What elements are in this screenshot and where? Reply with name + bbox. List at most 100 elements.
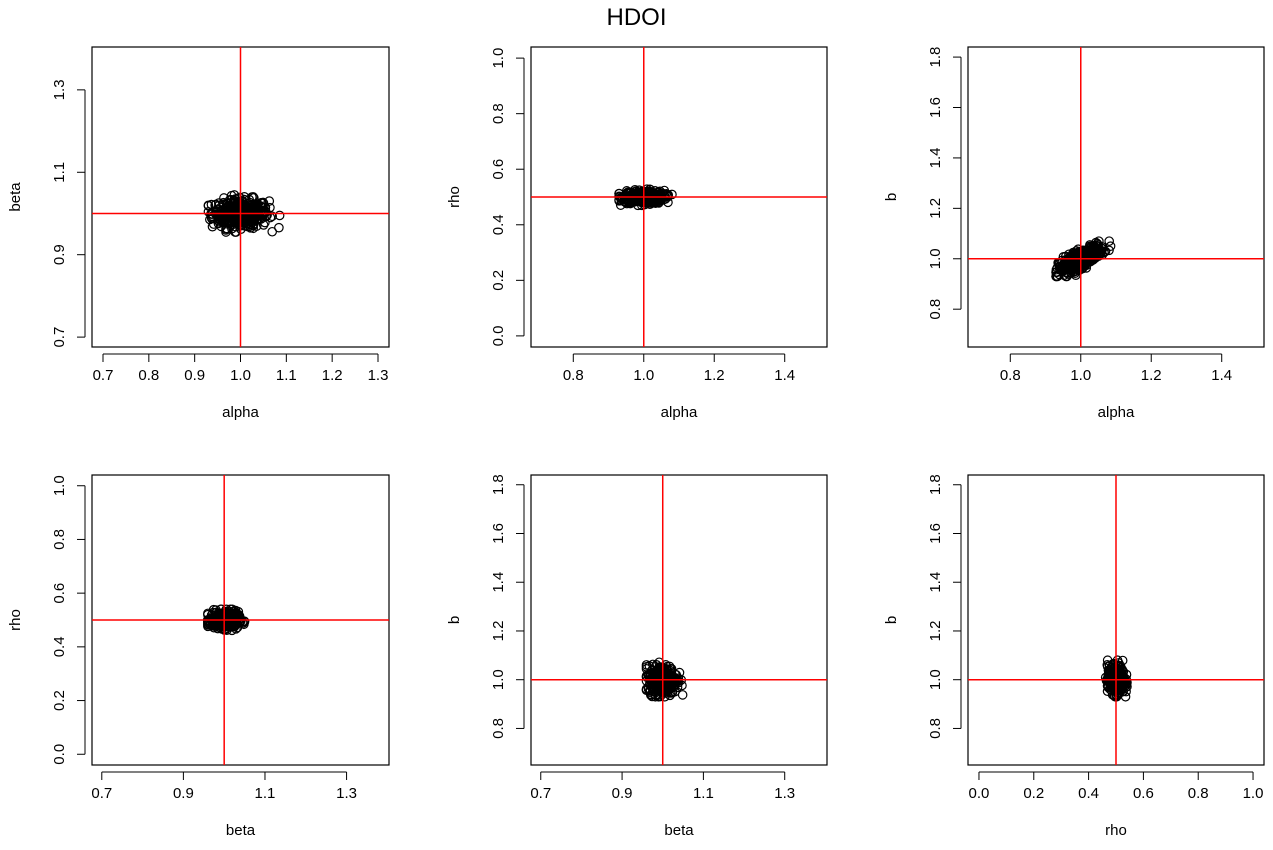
data-point [261, 211, 272, 221]
y-tick-label: 1.0 [927, 248, 944, 269]
y-tick-label: 1.4 [927, 572, 944, 593]
data-point [1117, 671, 1128, 682]
x-tick-label: 0.2 [1023, 785, 1044, 802]
x-tick-label: 0.7 [91, 785, 112, 802]
y-tick-label: 1.0 [51, 475, 68, 496]
y-tick-label: 0.8 [51, 529, 68, 550]
data-point [274, 210, 285, 221]
y-tick-label: 0.6 [51, 583, 68, 604]
data-point [1114, 685, 1124, 696]
y-tick-label: 1.6 [927, 97, 944, 118]
x-tick-label: 0.8 [138, 367, 159, 384]
panel-beta-vs-b: 0.7 0.9 1.1 1.3 0.8 1.0 1.2 1.4 1.6 1.8 beta b [446, 474, 828, 839]
y-tick-label: 1.0 [927, 669, 944, 690]
panel-alpha-vs-beta: 0.7 0.8 0.9 1.0 1.1 1.2 1.3 0.7 0.9 1.1 1.3 alpha be… [7, 46, 390, 421]
data-point [248, 220, 259, 231]
panel-rho-vs-b: 0.0 0.2 0.4 0.6 0.8 1.0 0.8 1.0 1.2 1.4 1.6 1.8 rho b [883, 474, 1265, 839]
data-point [664, 676, 674, 686]
panel-alpha-vs-b: 0.8 1.0 1.2 1.4 0.8 1.0 1.2 1.4 1.6 1.8 alpha b [883, 46, 1265, 421]
data-point [230, 227, 240, 237]
y-tick-label: 1.2 [490, 621, 507, 642]
x-tick-label: 0.9 [173, 785, 194, 802]
x-tick-label: 0.4 [1078, 785, 1099, 802]
figure-title: HDOI [606, 4, 667, 31]
data-point [1074, 265, 1085, 275]
data-point [641, 664, 652, 674]
y-axis-label: rho [446, 186, 463, 208]
data-point [1105, 676, 1116, 687]
data-point [244, 211, 255, 221]
x-tick-label: 0.0 [969, 785, 990, 802]
data-point [641, 660, 652, 670]
y-tick-label: 1.6 [927, 523, 944, 544]
data-point [621, 186, 632, 196]
y-tick-label: 0.7 [51, 327, 68, 348]
data-point [203, 200, 214, 211]
y-tick-label: 1.3 [51, 79, 68, 100]
data-point [1078, 246, 1088, 257]
data-point [620, 191, 631, 201]
y-tick-label: 0.8 [490, 718, 507, 739]
y-tick-label: 0.2 [490, 270, 507, 291]
data-point [247, 206, 258, 217]
y-tick-label: 0.2 [51, 690, 68, 711]
y-tick-label: 1.6 [490, 523, 507, 544]
data-point [661, 188, 672, 199]
data-point [1051, 267, 1061, 277]
x-axis-label: alpha [1098, 404, 1135, 421]
y-axis-label: b [883, 193, 900, 201]
data-point [207, 221, 218, 232]
x-tick-label: 1.2 [322, 367, 343, 384]
data-point [1083, 245, 1094, 256]
data-point [250, 211, 260, 221]
y-tick-label: 1.0 [490, 48, 507, 69]
y-axis-label: beta [7, 182, 24, 212]
data-point [1063, 269, 1074, 279]
data-point [267, 226, 278, 237]
x-axis-label: alpha [222, 404, 259, 421]
data-point [252, 199, 262, 210]
data-point [207, 621, 218, 631]
data-point [237, 203, 247, 213]
data-point [258, 197, 268, 208]
y-tick-label: 1.4 [490, 572, 507, 593]
y-tick-label: 1.8 [490, 474, 507, 495]
data-point [1104, 236, 1114, 246]
y-tick-label: 0.4 [51, 636, 68, 657]
x-tick-label: 1.3 [368, 367, 389, 384]
y-tick-label: 1.8 [927, 47, 944, 68]
data-point [267, 211, 277, 222]
plot-frame [530, 474, 828, 766]
y-tick-label: 0.4 [490, 214, 507, 235]
x-tick-label: 0.8 [1000, 367, 1021, 384]
data-point [1109, 690, 1119, 701]
data-point [659, 663, 670, 673]
x-axis-label: beta [226, 822, 256, 839]
data-point [1054, 269, 1064, 280]
x-tick-label: 1.3 [336, 785, 357, 802]
data-point [222, 215, 232, 226]
x-tick-label: 1.1 [276, 367, 297, 384]
x-tick-label: 1.2 [1141, 367, 1162, 384]
y-tick-label: 0.8 [490, 103, 507, 124]
data-point [215, 202, 226, 213]
y-axis-label: b [446, 616, 463, 624]
data-point [1090, 246, 1101, 256]
y-tick-label: 0.6 [490, 159, 507, 180]
x-tick-label: 1.1 [693, 785, 714, 802]
y-tick-label: 1.8 [927, 474, 944, 495]
x-tick-label: 0.6 [1133, 785, 1154, 802]
data-point [665, 690, 675, 701]
data-point [656, 665, 667, 676]
y-tick-label: 1.1 [51, 162, 68, 183]
data-point [1120, 691, 1131, 702]
data-point [258, 220, 269, 230]
panel-beta-vs-rho: 0.7 0.9 1.1 1.3 0.0 0.2 0.4 0.6 0.8 1.0 beta rho [7, 474, 390, 839]
y-axis-label: rho [7, 609, 24, 631]
data-point [635, 193, 646, 204]
data-point [663, 672, 674, 683]
x-tick-label: 0.8 [563, 367, 584, 384]
data-point [234, 214, 245, 225]
y-axis-label: b [883, 616, 900, 624]
